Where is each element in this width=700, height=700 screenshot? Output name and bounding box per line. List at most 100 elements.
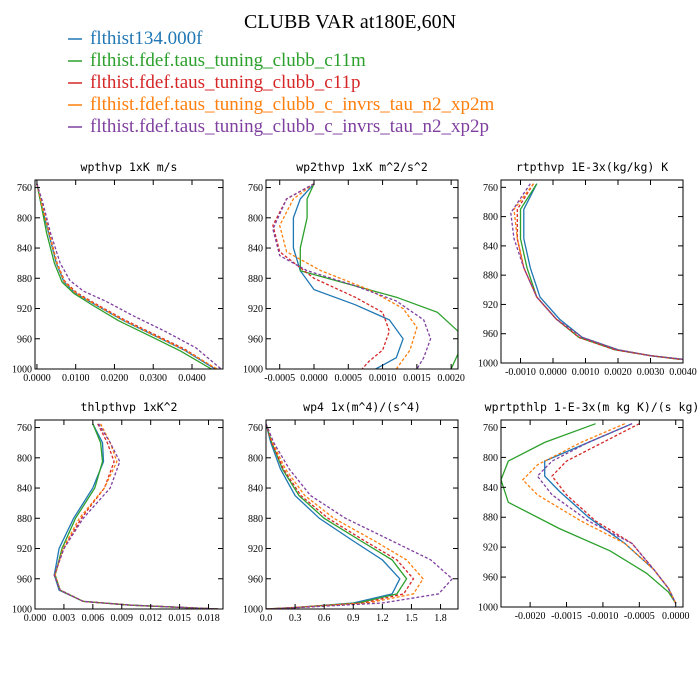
y-tick-label: 760 bbox=[17, 183, 32, 194]
x-tick-label: 0.0400 bbox=[178, 373, 206, 384]
y-tick-label: 920 bbox=[248, 304, 263, 315]
y-tick-label: 840 bbox=[17, 244, 32, 255]
chart-panels: wpthvp 1xK m/s 0.0000 0.0100 0.0200 0.0300 0.… bbox=[12, 160, 699, 624]
series-line bbox=[519, 183, 680, 360]
x-tick-label: 0.0040 bbox=[669, 367, 697, 378]
x-tick-label: 1.2 bbox=[376, 613, 389, 624]
series-line bbox=[523, 183, 683, 360]
legend-entry: flthist.fdef.taus_tuning_clubb_c11m bbox=[90, 50, 366, 71]
x-tick-label: 0.015 bbox=[168, 613, 191, 624]
series-line bbox=[266, 423, 401, 609]
x-tick-label: 1.8 bbox=[434, 613, 447, 624]
chart-panel: wp2thvp 1xK m^2/s^2 -0.0005 0.0000 0.0005 0.… bbox=[243, 160, 465, 384]
x-tick-label: 0.0020 bbox=[604, 367, 632, 378]
y-tick-label: 1000 bbox=[12, 605, 32, 616]
plot-frame bbox=[34, 419, 224, 610]
y-tick-label: 960 bbox=[483, 329, 498, 340]
series-group bbox=[510, 183, 683, 360]
x-tick-label: 0.0000 bbox=[23, 373, 51, 384]
series-line bbox=[53, 423, 219, 609]
x-tick-label: 0.006 bbox=[82, 613, 105, 624]
series-line bbox=[551, 423, 677, 604]
x-tick-label: 0.009 bbox=[111, 613, 134, 624]
x-tick-label: -0.0010 bbox=[505, 367, 536, 378]
x-tick-label: -0.0010 bbox=[587, 611, 618, 622]
y-tick-label: 760 bbox=[248, 183, 263, 194]
series-group bbox=[272, 183, 458, 369]
series-line bbox=[513, 183, 683, 360]
plot-frame bbox=[34, 179, 224, 370]
series-group bbox=[501, 423, 677, 604]
series-line bbox=[279, 183, 418, 369]
y-tick-label: 880 bbox=[483, 513, 498, 524]
x-tick-label: 0.0015 bbox=[403, 373, 431, 384]
x-tick-label: 0.0200 bbox=[101, 373, 129, 384]
y-tick-label: 960 bbox=[17, 334, 32, 345]
y-tick-label: 1000 bbox=[478, 603, 498, 614]
y-tick-label: 760 bbox=[17, 423, 32, 434]
plot-frame bbox=[265, 419, 459, 610]
y-tick-label: 920 bbox=[17, 304, 32, 315]
x-tick-label: 1.5 bbox=[405, 613, 418, 624]
legend-entry: flthist.fdef.taus_tuning_clubb_c11p bbox=[90, 72, 361, 93]
figure-title: CLUBB VAR at180E,60N bbox=[244, 11, 456, 33]
chart-panel: wp4 1x(m^4)/(s^4) 0.0 0.3 0.6 0.9 1.2 1.5 1.8 76… bbox=[243, 400, 459, 624]
y-tick-label: 920 bbox=[248, 544, 263, 555]
y-tick-label: 920 bbox=[17, 544, 32, 555]
series-line bbox=[36, 183, 212, 369]
series-line bbox=[36, 183, 217, 369]
y-tick-label: 760 bbox=[483, 423, 498, 434]
y-tick-label: 1000 bbox=[478, 359, 498, 370]
y-tick-label: 840 bbox=[483, 483, 498, 494]
x-tick-label: 0.0000 bbox=[662, 611, 690, 622]
x-tick-label: 0.0000 bbox=[300, 373, 328, 384]
chart-panel: wpthvp 1xK m/s 0.0000 0.0100 0.0200 0.0300 0.… bbox=[12, 160, 224, 384]
x-tick-label: 0.0 bbox=[260, 613, 273, 624]
y-tick-label: 800 bbox=[248, 213, 263, 224]
plot-frame bbox=[500, 179, 684, 364]
series-line bbox=[272, 183, 391, 369]
x-tick-label: 0.0300 bbox=[139, 373, 167, 384]
series-line bbox=[510, 183, 683, 360]
x-tick-label: -0.0005 bbox=[264, 373, 295, 384]
series-line bbox=[266, 423, 415, 609]
series-line bbox=[516, 183, 680, 360]
y-tick-label: 760 bbox=[248, 423, 263, 434]
y-tick-label: 1000 bbox=[243, 605, 263, 616]
series-line bbox=[36, 183, 218, 369]
legend-entry: flthist.fdef.taus_tuning_clubb_c_invrs_t… bbox=[90, 94, 494, 115]
x-tick-label: 0.0010 bbox=[572, 367, 600, 378]
y-tick-label: 760 bbox=[483, 183, 498, 194]
legend-entry: flthist134.000f bbox=[90, 28, 203, 49]
x-tick-label: 0.3 bbox=[289, 613, 302, 624]
series-line bbox=[292, 183, 404, 369]
x-tick-label: 0.012 bbox=[139, 613, 162, 624]
x-tick-label: 0.018 bbox=[197, 613, 220, 624]
series-line bbox=[521, 423, 677, 604]
y-tick-label: 840 bbox=[248, 484, 263, 495]
panel-title: wp4 1x(m^4)/(s^4) bbox=[303, 400, 421, 414]
series-line bbox=[536, 423, 677, 604]
y-tick-label: 840 bbox=[248, 244, 263, 255]
series-line bbox=[272, 183, 432, 369]
series-line bbox=[266, 423, 424, 609]
series-line bbox=[54, 423, 219, 609]
y-tick-label: 920 bbox=[483, 543, 498, 554]
legend-entry: flthist.fdef.taus_tuning_clubb_c_invrs_t… bbox=[90, 116, 489, 137]
y-tick-label: 880 bbox=[248, 514, 263, 525]
x-tick-label: 0.0030 bbox=[637, 367, 665, 378]
y-tick-label: 880 bbox=[17, 514, 32, 525]
x-tick-label: 0.0005 bbox=[335, 373, 363, 384]
x-tick-label: 0.0100 bbox=[62, 373, 90, 384]
y-tick-label: 840 bbox=[17, 484, 32, 495]
legend: flthist134.000fflthist.fdef.taus_tuning_… bbox=[68, 28, 494, 137]
y-tick-label: 960 bbox=[248, 574, 263, 585]
y-tick-label: 800 bbox=[248, 453, 263, 464]
y-tick-label: 960 bbox=[248, 334, 263, 345]
y-tick-label: 960 bbox=[483, 573, 498, 584]
panel-title: wprtpthlp 1-E-3x(m kg K)/(s kg) bbox=[485, 400, 700, 414]
series-line bbox=[53, 423, 219, 609]
y-tick-label: 1000 bbox=[12, 365, 32, 376]
x-tick-label: 0.003 bbox=[53, 613, 76, 624]
